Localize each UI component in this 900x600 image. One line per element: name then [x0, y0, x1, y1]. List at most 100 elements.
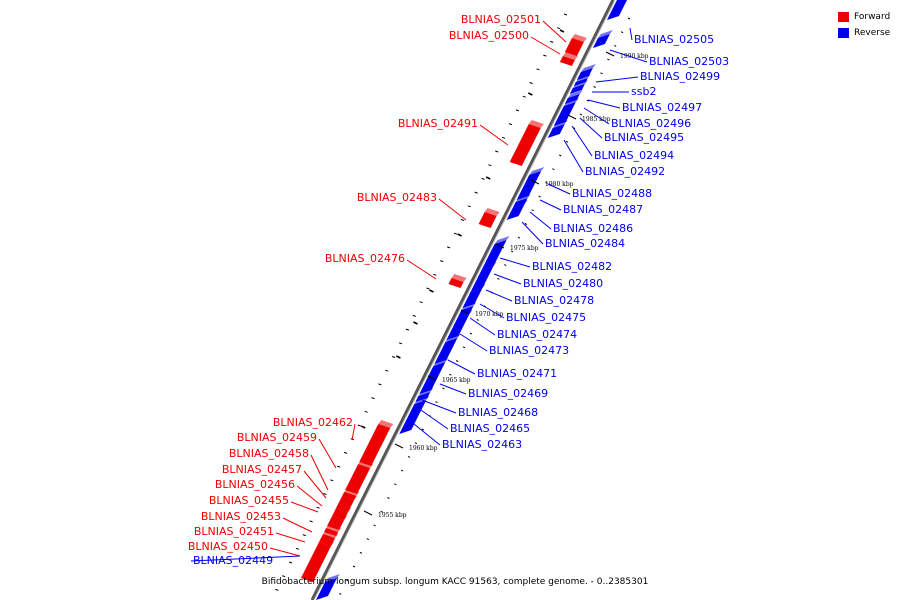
forward-gene-block-face [571, 34, 587, 42]
reverse-gene-label[interactable]: BLNIAS_02499 [640, 70, 720, 83]
reverse-gene-label[interactable]: BLNIAS_02465 [450, 422, 530, 435]
reverse-gene-label[interactable]: BLNIAS_02496 [611, 117, 691, 130]
scale-dot-right [531, 209, 534, 212]
reverse-gene-label[interactable]: BLNIAS_02471 [477, 367, 557, 380]
reverse-gene-block[interactable] [315, 578, 338, 600]
reverse-gene-label[interactable]: BLNIAS_02473 [489, 344, 569, 357]
reverse-gene-block[interactable] [547, 124, 565, 138]
scale-dot-left [282, 575, 286, 578]
reverse-gene-label[interactable]: BLNIAS_02487 [563, 203, 643, 216]
reverse-gene-label[interactable]: BLNIAS_02494 [594, 149, 674, 162]
scale-dot-right [627, 17, 631, 20]
scale-dot-left [446, 246, 451, 249]
reverse-gene-block-face [457, 310, 473, 318]
scale-dot-right [600, 72, 603, 75]
reverse-gene-block[interactable] [470, 266, 494, 292]
scale-dot-left [460, 219, 465, 221]
reverse-gene-label[interactable]: BLNIAS_02482 [532, 260, 612, 273]
reverse-gene-label[interactable]: ssb2 [631, 85, 656, 98]
scale-dot-left [543, 54, 547, 57]
reverse-gene-label[interactable]: BLNIAS_02484 [545, 237, 625, 250]
reverse-gene-block[interactable] [576, 68, 593, 80]
forward-gene-label[interactable]: BLNIAS_02457 [222, 463, 302, 476]
forward-gene-block[interactable] [345, 464, 371, 494]
reverse-gene-block[interactable] [446, 314, 470, 340]
forward-gene-label[interactable]: BLNIAS_02450 [188, 540, 268, 553]
forward-gene-block-face [528, 120, 544, 128]
scale-dot-right [359, 551, 363, 554]
reverse-gene-block[interactable] [481, 240, 507, 270]
reverse-label-leader [539, 199, 562, 211]
reverse-gene-label[interactable]: BLNIAS_02492 [585, 165, 665, 178]
reverse-gene-block[interactable] [434, 338, 458, 364]
forward-gene-label[interactable]: BLNIAS_02453 [201, 510, 281, 523]
forward-lane-marker [527, 92, 533, 96]
forward-gene-block[interactable] [301, 542, 332, 582]
scale-dot-left [316, 506, 320, 509]
reverse-label-leader [417, 407, 449, 430]
reverse-gene-block[interactable] [606, 0, 632, 20]
scale-dot-right [469, 332, 473, 335]
reverse-gene-label[interactable]: BLNIAS_02474 [497, 328, 577, 341]
scale-dot-right [339, 592, 342, 595]
reverse-gene-label[interactable]: BLNIAS_02469 [468, 387, 548, 400]
reverse-gene-block-face [481, 262, 497, 270]
scale-dot-left [405, 328, 410, 331]
scale-dot-right [366, 538, 370, 541]
reverse-gene-block-face [418, 388, 434, 396]
forward-gene-label[interactable]: BLNIAS_02456 [215, 478, 295, 491]
forward-gene-label[interactable]: BLNIAS_02462 [273, 416, 353, 429]
reverse-gene-label[interactable]: BLNIAS_02503 [649, 55, 729, 68]
forward-label-leader [542, 20, 567, 43]
scale-dot-left [357, 424, 361, 427]
reverse-gene-label[interactable]: BLNIAS_02468 [458, 406, 538, 419]
forward-gene-label[interactable]: BLNIAS_02483 [357, 191, 437, 204]
scale-dot-left [302, 534, 306, 537]
tick-label: 1960 kbp [409, 445, 438, 452]
forward-gene-label[interactable]: BLNIAS_02451 [194, 525, 274, 538]
reverse-gene-block[interactable] [592, 34, 610, 48]
forward-gene-block-face [562, 52, 578, 60]
forward-gene-block[interactable] [448, 278, 464, 288]
reverse-gene-block[interactable] [516, 171, 542, 200]
forward-label-leader [282, 517, 313, 533]
forward-gene-block[interactable] [564, 38, 584, 56]
reverse-gene-label[interactable]: BLNIAS_02497 [622, 101, 702, 114]
reverse-gene-label[interactable]: BLNIAS_02486 [553, 222, 633, 235]
reverse-gene-block[interactable] [569, 84, 585, 94]
forward-gene-block[interactable] [478, 212, 497, 228]
forward-gene-label[interactable]: BLNIAS_02455 [209, 494, 289, 507]
scale-dot-left [536, 68, 540, 71]
forward-gene-block-face [378, 420, 394, 428]
forward-gene-label[interactable]: BLNIAS_02476 [325, 252, 405, 265]
forward-gene-block[interactable] [559, 56, 575, 66]
reverse-gene-block[interactable] [506, 204, 525, 220]
forward-gene-block[interactable] [509, 124, 541, 166]
forward-gene-block[interactable] [359, 424, 391, 466]
scale-dot-right [607, 58, 610, 61]
scale-dot-left [426, 287, 430, 290]
reverse-gene-label[interactable]: BLNIAS_02495 [604, 131, 684, 144]
forward-label-leader [406, 259, 437, 280]
reverse-gene-label[interactable]: BLNIAS_02478 [514, 294, 594, 307]
scale-dot-right [421, 428, 425, 431]
scale-dot-left [288, 561, 293, 564]
tick-label: 1970 kbp [475, 311, 504, 318]
reverse-gene-block[interactable] [462, 288, 483, 308]
reverse-gene-label[interactable]: BLNIAS_02475 [506, 311, 586, 324]
tick-label: 1990 kbp [620, 53, 649, 60]
reverse-gene-block[interactable] [553, 102, 576, 126]
forward-gene-label[interactable]: BLNIAS_02500 [449, 29, 529, 42]
reverse-gene-label[interactable]: BLNIAS_02488 [572, 187, 652, 200]
scale-dot-left [336, 465, 341, 468]
reverse-gene-label[interactable]: BLNIAS_02480 [523, 277, 603, 290]
forward-gene-label[interactable]: BLNIAS_02501 [461, 13, 541, 26]
forward-gene-label[interactable]: BLNIAS_02491 [398, 117, 478, 130]
reverse-gene-label[interactable]: BLNIAS_02463 [442, 438, 522, 451]
tick-label: 1965 kbp [442, 377, 471, 384]
reverse-gene-label[interactable]: BLNIAS_02505 [634, 33, 714, 46]
forward-gene-label[interactable]: BLNIAS_02458 [229, 447, 309, 460]
reverse-gene-label[interactable]: BLNIAS_02449 [193, 554, 273, 567]
forward-gene-label[interactable]: BLNIAS_02459 [237, 431, 317, 444]
forward-label-leader [290, 501, 319, 513]
